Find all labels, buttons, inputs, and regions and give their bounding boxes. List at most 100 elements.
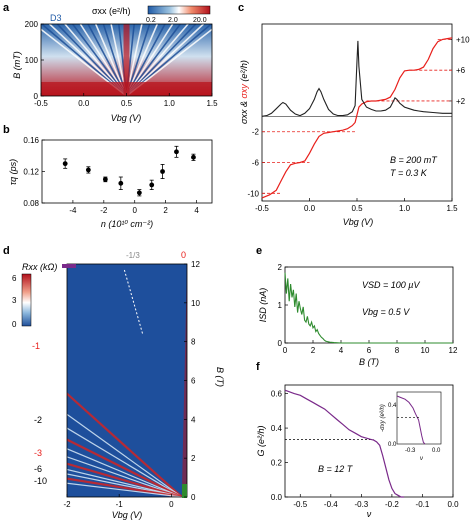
panel-e-isd-line xyxy=(284,272,453,344)
panel-f-inset-ylabel: -σxy (e²/h) xyxy=(380,404,386,432)
panel-b-points xyxy=(62,145,196,197)
panel-f-inset xyxy=(396,395,426,445)
panel-e-xlabel: B (T) xyxy=(359,357,379,367)
panel-c-right-tick-label: +6 xyxy=(456,66,466,75)
panel-d-fan xyxy=(67,264,187,497)
panel-letter-f: f xyxy=(256,361,260,373)
panel-b-xlabel: n (10¹⁰ cm⁻²) xyxy=(101,219,153,229)
panel-f-axes: -0.5 -0.4 -0.3 -0.2 -0.1 0.0 0.0 0.2 0.4 0.6 xyxy=(271,390,459,509)
panel-a-cnp-band xyxy=(123,24,130,96)
panel-b-axes: -4 -2 0 2 4 0.08 0.12 0.16 xyxy=(23,136,199,215)
panel-d-fan-label-m3: -3 xyxy=(34,448,42,458)
panel-e-xtick-label: 2 xyxy=(311,346,316,355)
panel-b-point xyxy=(160,169,165,174)
panel-a-axes: -0.5 0.0 0.5 1.0 1.5 0 100 200 xyxy=(25,20,218,108)
panel-f-inset-ytick-1: 0.4 xyxy=(388,403,397,409)
panel-letter-c: c xyxy=(238,2,244,14)
panel-f-inset-line xyxy=(396,395,426,445)
panel-b: -4 -2 0 2 4 0.08 0.12 0.16 τq (ps) n (10¹⁰ cm⁻²… xyxy=(8,136,213,229)
panel-d-axes: -2 -1 0 0 2 4 6 8 10 12 xyxy=(63,260,200,509)
panel-f-annotation-B: B = 12 T xyxy=(318,464,354,474)
panel-a-cbar-tick-1: 2.0 xyxy=(168,17,178,24)
panel-a-xtick-label: 0.5 xyxy=(121,99,133,108)
panel-b-ytick-label: 0.12 xyxy=(23,168,39,177)
panel-c-xtick-label: 1.0 xyxy=(399,204,411,213)
panel-c: -0.5 0.0 0.5 1.0 1.5 -2 -6 -10 +10 +6 +2 σxx & σxy… xyxy=(239,23,470,227)
panel-d-fan-line xyxy=(67,468,182,497)
panel-f-xlabel: ν xyxy=(367,509,372,519)
panel-f-inset-frame xyxy=(396,391,442,445)
panel-d-fan-line xyxy=(67,473,182,497)
panel-c-axes: -0.5 0.0 0.5 1.0 1.5 -2 -6 -10 +10 +6 +2 xyxy=(247,35,470,213)
panel-f-inset-xtick-0: -0.3 xyxy=(405,448,416,454)
panel-a-xtick-label: 1.0 xyxy=(164,99,176,108)
panel-e-xtick-label: 4 xyxy=(339,346,344,355)
panel-a-sample-label: D3 xyxy=(50,13,62,23)
panel-a-fan-lines xyxy=(41,24,212,96)
panel-d-ytick-label: 12 xyxy=(191,260,200,269)
panel-c-annotation-B: B = 200 mT xyxy=(390,155,438,165)
panel-b-xtick-label: -2 xyxy=(100,206,108,215)
panel-a-xtick-label: 0.0 xyxy=(78,99,90,108)
panel-f-ytick-label: 0.4 xyxy=(271,424,283,433)
panel-f-ytick-label: 0.2 xyxy=(271,459,283,468)
panel-c-sigma-xx-line xyxy=(261,40,452,117)
panel-f-ylabel: G (e²/h) xyxy=(256,425,266,456)
panel-e-lines xyxy=(284,272,453,344)
panel-letter-b: b xyxy=(3,124,10,136)
panel-b-point xyxy=(191,154,196,160)
panel-c-right-tick-label: +2 xyxy=(456,97,466,106)
panel-f-xtick-label: -0.5 xyxy=(293,500,307,509)
panel-d-fan-line xyxy=(67,482,182,497)
panel-f-inset-ytick-0: 0.0 xyxy=(388,442,397,448)
panel-c-xlabel: Vbg (V) xyxy=(343,217,374,227)
panel-d-cbar-tick-0: 6 xyxy=(12,274,17,283)
panel-b-point xyxy=(149,182,155,188)
panel-b-frame xyxy=(41,139,213,204)
panel-e-annotation-vbg: Vbg = 0.5 V xyxy=(362,307,410,317)
panel-d-fan-label-0: 0 xyxy=(181,250,186,260)
panel-b-point xyxy=(102,176,108,182)
panel-e-ytick-label: 2 xyxy=(278,263,283,272)
panel-f-xtick-label: -0.2 xyxy=(385,500,399,509)
panel-letter-e: e xyxy=(256,245,262,257)
panel-b-xtick-label: 0 xyxy=(133,206,138,215)
panel-a-cbar-tick-2: 20.0 xyxy=(193,17,207,24)
panel-c-xtick-label: 0.5 xyxy=(351,204,363,213)
panel-d-fan-line xyxy=(67,413,183,497)
panel-d-colorbar xyxy=(21,273,32,327)
panel-f-lines xyxy=(284,389,405,498)
panel-d-insulating-region xyxy=(181,264,187,497)
panel-d-ytick-label: 8 xyxy=(191,338,196,347)
panel-c-left-tick-label: -6 xyxy=(252,159,260,168)
panel-b-point xyxy=(118,180,124,186)
panel-d-fan-line xyxy=(67,448,183,497)
panel-d-ytick-label: 2 xyxy=(191,454,196,463)
panel-b-point xyxy=(85,167,91,173)
panel-d-cbar-tick-2: 0 xyxy=(12,320,17,329)
panel-d-fan-label-m10: -10 xyxy=(34,476,47,486)
panel-c-left-tick-label: -10 xyxy=(247,189,259,198)
panel-c-left-tick-label: -2 xyxy=(252,128,260,137)
panel-b-ylabel: τq (ps) xyxy=(8,159,18,185)
panel-e-xtick-label: 8 xyxy=(395,346,400,355)
panel-b-ytick-label: 0.08 xyxy=(23,199,39,208)
panel-f: -0.5 -0.4 -0.3 -0.2 -0.1 0.0 0.0 0.2 0.4 0.6 B = … xyxy=(256,384,459,519)
panel-d-xlabel: Vbg (V) xyxy=(112,510,143,520)
panel-a: D3 σxx (e²/h) 0.2 2.0 20.0 -0.5 0.0 0.5 1.0… xyxy=(12,5,218,123)
panel-c-xtick-label: 0.0 xyxy=(304,204,316,213)
panel-c-annotation-T: T = 0.3 K xyxy=(390,168,428,178)
panel-c-xtick-label: -0.5 xyxy=(255,204,269,213)
panel-a-xlabel: Vbg (V) xyxy=(111,113,142,123)
panel-letter-d: d xyxy=(3,245,10,257)
panel-e-xtick-label: 6 xyxy=(367,346,372,355)
panel-d-fan-line xyxy=(67,427,183,497)
panel-f-inset-xtick-1: 0.0 xyxy=(432,448,441,454)
panel-d-fan-label-third: -1/3 xyxy=(126,251,140,260)
panel-a-ytick-label: 0 xyxy=(34,92,39,101)
panel-b-point xyxy=(62,161,68,167)
panel-a-xtick-label: -0.5 xyxy=(34,99,48,108)
panel-f-inset-xlabel: ν xyxy=(420,456,423,462)
panel-f-ytick-label: 0.6 xyxy=(271,390,283,399)
